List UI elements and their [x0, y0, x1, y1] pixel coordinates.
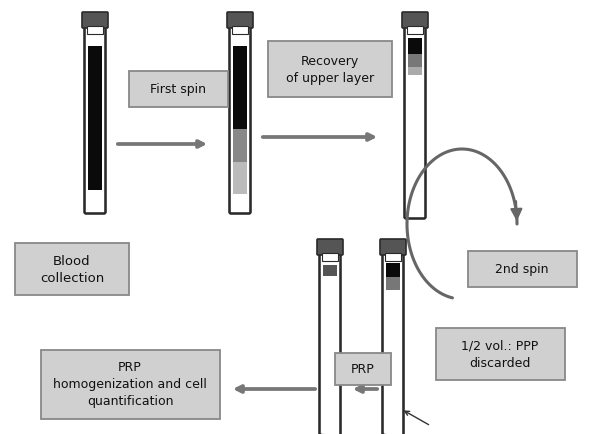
Bar [233, 129, 247, 163]
Bar [408, 76, 422, 217]
Bar [408, 55, 422, 68]
Bar [323, 276, 337, 434]
Bar [323, 265, 337, 276]
Bar [322, 253, 338, 261]
Bar [88, 191, 102, 213]
FancyBboxPatch shape [383, 253, 404, 434]
Text: 2nd spin: 2nd spin [495, 263, 549, 276]
Text: First spin: First spin [150, 83, 206, 96]
FancyBboxPatch shape [41, 350, 220, 418]
FancyBboxPatch shape [128, 72, 227, 108]
FancyBboxPatch shape [15, 243, 129, 295]
Bar [386, 263, 400, 278]
Bar [408, 39, 422, 55]
FancyBboxPatch shape [317, 240, 343, 256]
Bar [233, 163, 247, 194]
FancyBboxPatch shape [229, 26, 251, 214]
Text: Blood
collection: Blood collection [40, 254, 104, 284]
Bar [386, 290, 400, 434]
Bar [386, 278, 400, 290]
Text: 1/2 vol.: PPP
discarded: 1/2 vol.: PPP discarded [461, 339, 539, 369]
Bar [88, 46, 102, 191]
FancyBboxPatch shape [402, 13, 428, 29]
FancyBboxPatch shape [227, 13, 253, 29]
Text: PRP: PRP [351, 363, 375, 376]
FancyBboxPatch shape [467, 251, 577, 287]
FancyBboxPatch shape [380, 240, 406, 256]
FancyBboxPatch shape [320, 253, 341, 434]
FancyBboxPatch shape [436, 328, 565, 380]
FancyBboxPatch shape [335, 353, 391, 385]
FancyBboxPatch shape [268, 42, 392, 98]
FancyBboxPatch shape [85, 26, 106, 214]
Bar [233, 194, 247, 213]
Bar [233, 46, 247, 129]
Bar [87, 27, 103, 35]
Text: PRP
homogenization and cell
quantification: PRP homogenization and cell quantificati… [53, 361, 207, 408]
FancyBboxPatch shape [82, 13, 108, 29]
Bar [232, 27, 248, 35]
Bar [408, 68, 422, 76]
Bar [385, 253, 401, 261]
Text: Recovery
of upper layer: Recovery of upper layer [286, 55, 374, 85]
FancyBboxPatch shape [404, 26, 425, 219]
Bar [407, 27, 423, 35]
